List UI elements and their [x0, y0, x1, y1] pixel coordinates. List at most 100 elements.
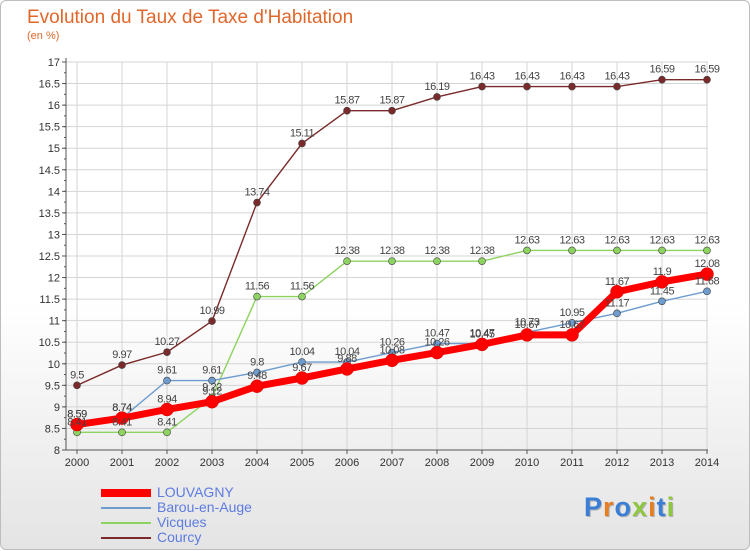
- data-label-vicques: 12.63: [604, 234, 629, 246]
- data-point-courcy: [568, 82, 576, 91]
- data-label-barou-en-auge: 10.26: [379, 337, 404, 349]
- logo-letter: r: [603, 492, 615, 522]
- data-label-louvagny: 8.74: [112, 402, 132, 414]
- data-point-barou-en-auge: [658, 297, 666, 306]
- data-label-courcy: 9.5: [70, 369, 84, 381]
- data-point-barou-en-auge: [208, 376, 216, 385]
- data-label-louvagny: 9.12: [202, 386, 222, 398]
- data-label-louvagny: 9.88: [337, 353, 357, 365]
- data-point-vicques: [658, 246, 666, 255]
- logo-letter: P: [584, 492, 604, 522]
- x-tick-label: 2002: [155, 457, 179, 469]
- y-tick-label: 17: [48, 57, 60, 69]
- data-label-barou-en-auge: 11.68: [695, 275, 720, 287]
- y-tick-label: 14.5: [39, 165, 60, 177]
- data-point-courcy: [658, 75, 666, 84]
- logo-letter: o: [614, 492, 633, 522]
- data-point-courcy: [343, 106, 351, 115]
- data-label-vicques: 12.63: [649, 234, 674, 246]
- data-point-vicques: [343, 257, 351, 265]
- data-point-courcy: [208, 317, 216, 325]
- legend-swatch-courcy: [101, 536, 151, 539]
- proxiti-logo: Proxiti: [584, 492, 675, 523]
- data-label-louvagny: 11.9: [653, 266, 672, 278]
- data-label-vicques: 12.63: [514, 234, 539, 246]
- data-point-louvagny: [340, 362, 354, 376]
- data-point-barou-en-auge: [298, 358, 306, 366]
- data-label-louvagny: 10.08: [379, 344, 404, 356]
- data-label-courcy: 16.59: [649, 64, 674, 76]
- data-point-louvagny: [430, 345, 444, 360]
- x-tick-label: 2012: [605, 457, 629, 469]
- data-label-barou-en-auge: 9.8: [250, 356, 264, 368]
- data-label-vicques: 12.38: [334, 245, 359, 257]
- y-tick-label: 11.5: [39, 294, 60, 306]
- y-tick-label: 16.5: [39, 79, 60, 91]
- data-label-louvagny: 8.94: [157, 393, 177, 405]
- y-tick-label: 13: [48, 229, 60, 241]
- data-point-vicques: [523, 246, 531, 255]
- data-label-vicques: 12.63: [559, 234, 584, 246]
- data-label-vicques: 8.41: [112, 416, 132, 428]
- legend-label-barou-en-auge: Barou-en-Auge: [157, 499, 252, 515]
- data-point-louvagny: [115, 411, 129, 425]
- x-tick-label: 2003: [200, 457, 224, 469]
- data-label-courcy: 9.97: [112, 349, 132, 361]
- data-label-barou-en-auge: 9.61: [157, 365, 177, 377]
- y-tick-label: 15.5: [39, 122, 60, 134]
- y-tick-label: 12: [48, 273, 60, 285]
- data-point-louvagny: [70, 417, 84, 432]
- legend-swatch-barou-en-auge: [101, 506, 151, 509]
- data-point-louvagny: [565, 328, 579, 342]
- data-point-louvagny: [160, 402, 174, 417]
- data-label-courcy: 16.19: [424, 81, 449, 93]
- y-tick-label: 10.5: [39, 337, 60, 349]
- data-point-courcy: [433, 93, 441, 101]
- x-tick-label: 2004: [245, 457, 269, 469]
- data-label-barou-en-auge: 10.95: [559, 307, 584, 319]
- data-label-courcy: 15.87: [334, 95, 359, 107]
- data-point-courcy: [523, 82, 531, 91]
- y-tick-label: 15: [48, 143, 60, 155]
- data-label-vicques: 8.41: [157, 416, 177, 428]
- data-label-courcy: 10.99: [199, 305, 224, 317]
- y-tick-label: 8: [54, 445, 60, 457]
- legend-swatch-vicques: [101, 521, 151, 524]
- data-point-vicques: [433, 257, 441, 265]
- data-label-barou-en-auge: 10.73: [514, 316, 539, 328]
- data-label-louvagny: 11.67: [605, 276, 630, 288]
- data-label-louvagny: 12.08: [694, 258, 719, 270]
- data-label-louvagny: 10.67: [514, 319, 539, 331]
- data-label-courcy: 13.74: [244, 187, 269, 199]
- data-label-vicques: 8.41: [67, 416, 87, 428]
- data-point-courcy: [298, 139, 306, 148]
- legend-swatch-louvagny: [101, 488, 151, 497]
- data-point-vicques: [118, 428, 126, 437]
- y-tick-label: 14: [48, 186, 60, 198]
- data-label-vicques: 12.38: [469, 245, 494, 257]
- data-label-courcy: 15.11: [290, 127, 315, 139]
- data-label-louvagny: 8.59: [67, 409, 87, 421]
- data-point-louvagny: [250, 379, 264, 393]
- data-point-vicques: [298, 292, 306, 301]
- logo-letter: i: [648, 492, 657, 522]
- data-point-courcy: [388, 106, 396, 115]
- data-label-courcy: 10.27: [154, 336, 179, 348]
- data-label-vicques: 12.63: [694, 234, 719, 246]
- data-point-vicques: [613, 246, 621, 255]
- data-label-vicques: 12.38: [379, 245, 404, 257]
- y-tick-label: 9: [54, 402, 60, 414]
- x-tick-label: 2001: [110, 457, 134, 469]
- data-label-barou-en-auge: 11.45: [650, 285, 675, 297]
- data-point-barou-en-auge: [163, 376, 171, 385]
- data-label-courcy: 15.87: [379, 95, 404, 107]
- data-label-courcy: 16.43: [469, 71, 494, 83]
- y-tick-label: 11: [49, 316, 60, 328]
- data-point-barou-en-auge: [703, 287, 711, 296]
- data-label-louvagny: 10.26: [424, 337, 449, 349]
- data-label-vicques: 12.38: [424, 245, 449, 257]
- y-tick-label: 16: [48, 100, 60, 112]
- data-label-barou-en-auge: 8.59: [67, 409, 87, 421]
- data-point-vicques: [568, 246, 576, 255]
- x-tick-label: 2009: [470, 457, 494, 469]
